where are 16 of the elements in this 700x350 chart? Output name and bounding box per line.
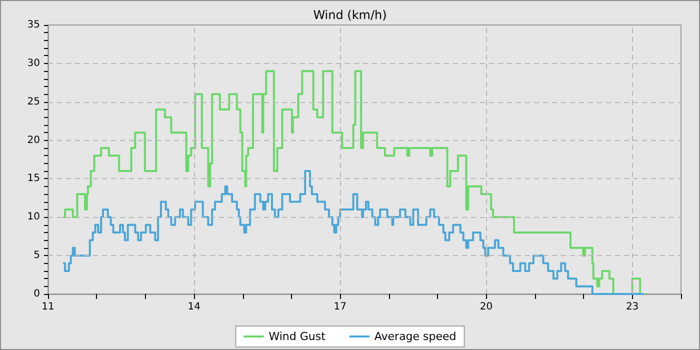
y-tick-label: 25 [27,96,40,108]
y-tick-label: 10 [27,212,40,223]
x-tick-label: 11 [42,302,54,312]
x-tick-label: 23 [626,302,639,312]
y-tick-label: 35 [27,20,40,30]
y-tick-label: 30 [27,58,40,69]
chart-title: Wind (km/h) [313,8,387,22]
y-tick-label: 20 [27,134,40,146]
legend-label: Wind Gust [268,330,326,343]
y-tick-label: 0 [34,288,40,300]
x-tick-label: 14 [188,302,200,312]
x-tick-label: 20 [480,302,493,312]
y-tick-label: 5 [34,250,40,262]
legend-label: Average speed [374,330,456,343]
y-tick-label: 15 [27,173,40,184]
x-tick-label: 17 [334,302,347,312]
